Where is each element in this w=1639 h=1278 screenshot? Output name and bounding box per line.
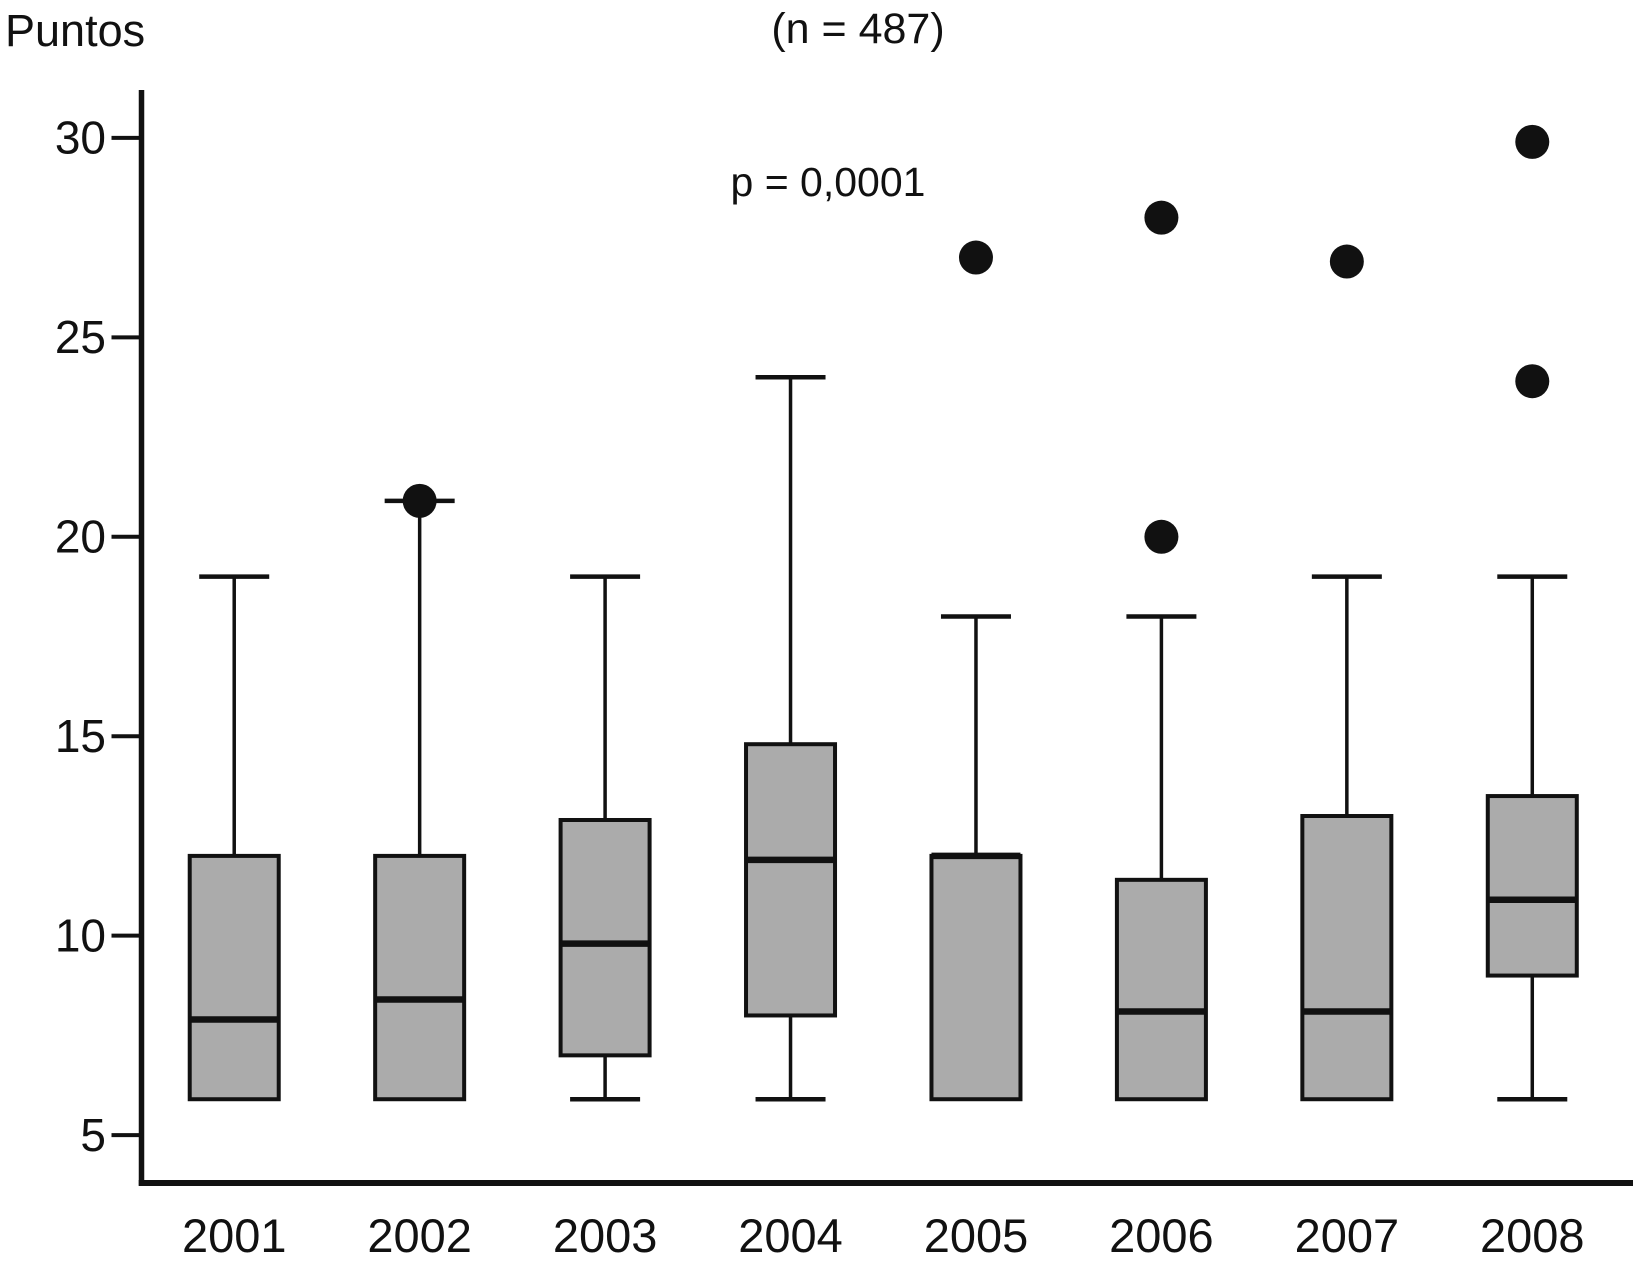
p-value-label: p = 0,0001 — [730, 159, 926, 205]
outlier-dot-2008-29.9 — [1515, 124, 1550, 159]
x-label-2008: 2008 — [1480, 1209, 1585, 1262]
x-label-2007: 2007 — [1295, 1209, 1400, 1262]
outlier-dot-2007-26.9 — [1329, 244, 1364, 279]
y-axis-title: Puntos — [5, 5, 146, 56]
box-2003 — [558, 817, 652, 1058]
outlier-dot-2006-20 — [1144, 519, 1179, 554]
box-2001 — [187, 853, 281, 1102]
outlier-dot-2002-20.9 — [402, 483, 437, 518]
y-tick-label-10: 10 — [55, 909, 106, 961]
x-label-2005: 2005 — [924, 1209, 1029, 1262]
outlier-dot-2005-27 — [958, 240, 993, 275]
y-tick-label-20: 20 — [55, 510, 106, 562]
y-tick-label-30: 30 — [55, 112, 106, 164]
x-label-2003: 2003 — [553, 1209, 658, 1262]
box-2002 — [373, 853, 467, 1102]
x-label-2004: 2004 — [738, 1209, 843, 1262]
y-tick-label-15: 15 — [55, 710, 106, 762]
y-tick-label-25: 25 — [55, 311, 106, 363]
x-label-2001: 2001 — [182, 1209, 287, 1262]
box-2006 — [1114, 877, 1208, 1102]
outlier-dot-2006-28 — [1144, 200, 1179, 235]
box-2004 — [744, 742, 838, 1018]
x-label-2006: 2006 — [1109, 1209, 1214, 1262]
sample-size-label: (n = 487) — [771, 5, 945, 53]
box-2007 — [1300, 814, 1394, 1102]
y-tick-label-5: 5 — [80, 1109, 106, 1161]
box-2008 — [1485, 794, 1579, 978]
outlier-dot-2008-23.9 — [1515, 364, 1550, 399]
x-label-2002: 2002 — [367, 1209, 472, 1262]
box-2005 — [929, 853, 1023, 1102]
